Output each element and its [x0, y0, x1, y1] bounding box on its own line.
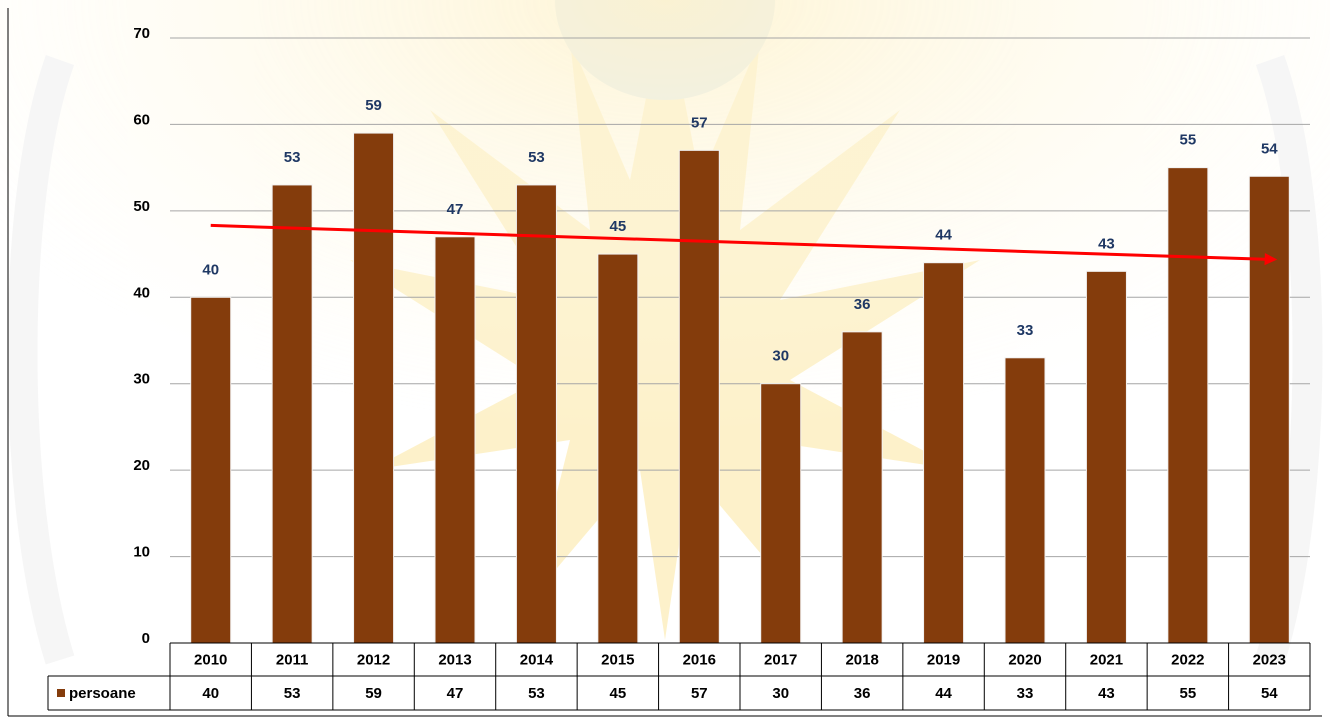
bar	[598, 254, 638, 643]
bar	[679, 150, 719, 643]
y-tick-label: 60	[133, 111, 150, 128]
table-value: 57	[691, 685, 708, 702]
bar	[1168, 168, 1208, 643]
table-value: 40	[202, 685, 219, 702]
bar	[516, 185, 556, 643]
legend-label: persoane	[69, 685, 136, 702]
x-tick-label: 2022	[1171, 651, 1204, 668]
table-value: 43	[1098, 685, 1115, 702]
data-label: 45	[610, 218, 627, 235]
table-value: 30	[772, 685, 789, 702]
bar	[191, 297, 231, 643]
bar	[1249, 176, 1289, 643]
table-value: 54	[1261, 685, 1278, 702]
data-label: 53	[528, 149, 545, 166]
x-tick-label: 2010	[194, 651, 227, 668]
x-tick-label: 2014	[520, 651, 554, 668]
y-tick-label: 50	[133, 198, 150, 215]
y-tick-label: 70	[133, 25, 150, 42]
x-tick-label: 2017	[764, 651, 797, 668]
data-label: 40	[202, 261, 219, 278]
legend-swatch	[57, 689, 65, 697]
page: 0 10 20 30 40 50 60 70 40 53 59 47 53 45 57 30 36 44 33 43 5…	[0, 0, 1330, 720]
x-tick-label: 2015	[601, 651, 634, 668]
data-label: 30	[772, 348, 789, 365]
data-label: 44	[935, 227, 952, 244]
chart: 0 10 20 30 40 50 60 70 40 53 59 47 53 45 57 30 36 44 33 43 5…	[0, 0, 1330, 720]
x-tick-label: 2016	[683, 651, 716, 668]
y-tick-label: 30	[133, 371, 150, 388]
bar	[761, 384, 801, 643]
data-label: 57	[691, 114, 708, 131]
data-label: 59	[365, 97, 382, 114]
data-label: 54	[1261, 140, 1278, 157]
bar	[842, 332, 882, 643]
x-tick-label: 2021	[1090, 651, 1123, 668]
bar	[1005, 358, 1045, 643]
table-value: 44	[935, 685, 952, 702]
table-value: 47	[447, 685, 464, 702]
table-value: 36	[854, 685, 871, 702]
bar	[272, 185, 312, 643]
bar	[1086, 271, 1126, 643]
data-label: 43	[1098, 235, 1115, 252]
data-label: 33	[1017, 322, 1034, 339]
data-label: 55	[1180, 132, 1197, 149]
y-tick-label: 40	[133, 284, 150, 301]
data-label: 36	[854, 296, 871, 313]
table-value: 53	[528, 685, 545, 702]
table-value: 55	[1180, 685, 1197, 702]
y-tick-label: 10	[133, 544, 150, 561]
bar	[924, 263, 964, 643]
x-tick-label: 2019	[927, 651, 960, 668]
data-label: 47	[447, 201, 464, 218]
table-value: 59	[365, 685, 382, 702]
x-tick-label: 2011	[276, 651, 309, 668]
bar	[354, 133, 394, 643]
table-value: 33	[1017, 685, 1034, 702]
x-tick-label: 2018	[845, 651, 878, 668]
bar	[435, 237, 475, 643]
x-tick-label: 2013	[438, 651, 471, 668]
x-tick-label: 2020	[1008, 651, 1041, 668]
data-label: 53	[284, 149, 301, 166]
y-tick-label: 20	[133, 457, 150, 474]
table-value: 45	[610, 685, 627, 702]
y-tick-label: 0	[142, 630, 150, 647]
table-value: 53	[284, 685, 301, 702]
x-tick-label: 2023	[1253, 651, 1286, 668]
x-tick-label: 2012	[357, 651, 390, 668]
